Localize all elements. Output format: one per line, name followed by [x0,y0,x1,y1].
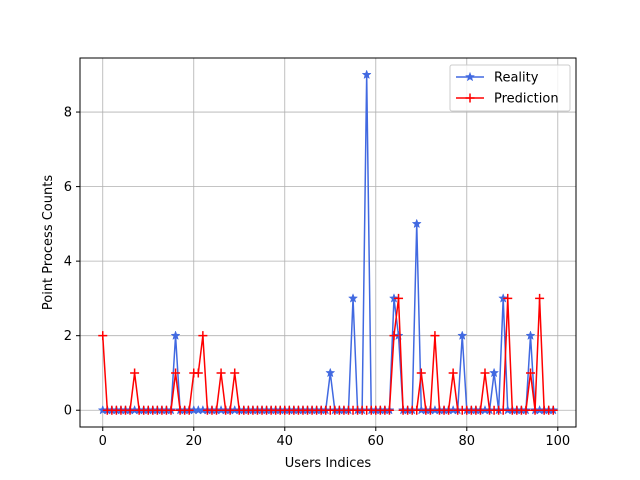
data-point-prediction [448,368,458,378]
data-point-prediction [384,405,394,415]
data-point-prediction [530,405,540,415]
data-point-prediction [198,331,208,341]
data-point-reality [411,218,422,229]
data-point-prediction [480,368,490,378]
data-point-reality [388,293,400,303]
data-point-reality [325,367,336,378]
series-layer [97,69,559,415]
data-point-reality [393,330,404,340]
data-point-prediction [171,368,181,378]
data-point-prediction [193,368,203,378]
y-axis-label: Point Process Counts [41,175,56,310]
data-point-prediction [212,405,222,415]
data-point-prediction [475,405,485,415]
data-point-prediction [412,405,422,415]
data-point-reality [347,293,359,303]
x-tick-label: 80 [459,434,476,449]
data-point-reality [457,330,468,340]
data-point-prediction [521,405,531,415]
data-point-prediction [389,331,399,341]
grid [80,58,576,427]
legend-label-reality: Reality [494,71,539,86]
data-point-prediction [430,331,440,341]
data-point-prediction [444,405,454,415]
data-point-prediction [498,405,508,415]
data-point-reality [170,330,181,340]
data-point-prediction [166,405,176,415]
legend-marker-reality [464,71,476,82]
data-point-reality [489,367,500,378]
data-point-prediction [225,405,235,415]
y-tick-label: 8 [64,106,72,121]
data-point-prediction [230,368,240,378]
data-point-prediction [416,368,426,378]
data-point-prediction [98,331,108,341]
series-prediction [98,293,558,415]
x-axis-label: Users Indices [285,456,372,471]
x-tick-label: 0 [99,434,107,449]
legend-marker-symbol [464,71,476,82]
legend-label-prediction: Prediction [494,92,559,107]
data-point-prediction [184,405,194,415]
legend-marker-prediction [465,93,475,103]
data-point-prediction [535,293,545,303]
x-tick-label: 60 [368,434,385,449]
y-tick-label: 0 [64,404,72,419]
legend: Reality Prediction [449,64,571,112]
data-point-reality [498,293,509,303]
data-point-reality [525,330,536,340]
y-tick-label: 2 [64,329,72,344]
data-point-prediction [394,293,404,303]
y-tick-label: 4 [64,255,72,270]
x-tick-label: 20 [185,434,202,449]
x-tick-label: 100 [545,434,570,449]
y-tick-label: 6 [64,180,72,195]
data-point-prediction [216,368,226,378]
plot-frame [79,57,577,428]
data-point-prediction [425,405,435,415]
data-point-prediction [525,368,535,378]
data-point-prediction [125,405,135,415]
legend-marker-symbol [465,93,475,103]
data-point-prediction [503,293,513,303]
data-point-reality [361,69,372,80]
x-tick-label: 40 [276,434,293,449]
data-point-prediction [130,368,140,378]
ticks: 0 20 40 60 80 100 0 2 4 6 8 [64,106,570,449]
data-point-prediction [548,405,558,415]
